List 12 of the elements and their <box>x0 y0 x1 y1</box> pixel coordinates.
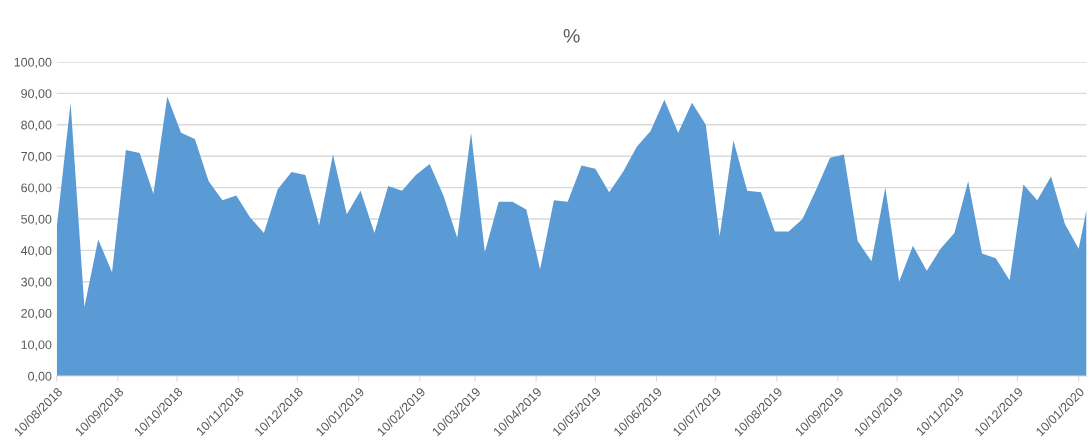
y-tick-label: 20,00 <box>21 308 52 320</box>
chart-title: % <box>563 29 580 43</box>
y-tick-label: 70,00 <box>21 151 52 163</box>
y-tick-label: 0,00 <box>28 371 52 383</box>
y-tick-label: 30,00 <box>21 277 52 288</box>
y-tick-label: 100,00 <box>14 57 52 69</box>
y-tick-label: 50,00 <box>21 214 52 226</box>
y-tick-label: 60,00 <box>21 183 52 194</box>
y-tick-label: 80,00 <box>21 120 52 131</box>
y-tick-label: 40,00 <box>20 246 52 257</box>
y-tick-label: 90,00 <box>21 89 52 100</box>
y-tick-label: 10,00 <box>21 340 52 351</box>
